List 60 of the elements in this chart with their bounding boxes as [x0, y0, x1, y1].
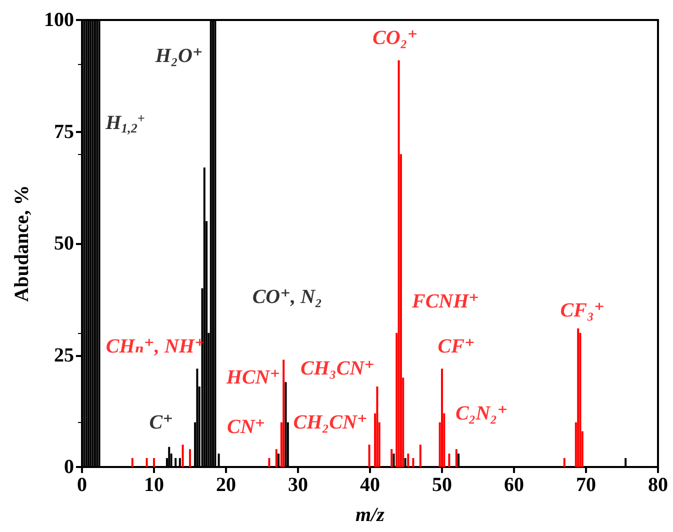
bar [278, 454, 280, 467]
x-tick-label: 40 [360, 474, 380, 496]
x-tick-label: 50 [432, 474, 452, 496]
x-tick-label: 20 [216, 474, 236, 496]
bar [218, 454, 220, 467]
bar [407, 454, 410, 467]
bar [455, 449, 458, 467]
bar [398, 60, 400, 467]
annotation: C₂N₂⁺ [455, 402, 508, 424]
bar [178, 458, 181, 467]
bar [458, 454, 460, 467]
annotation: H₂O⁺ [154, 44, 203, 67]
x-axis-title: m/z [356, 504, 385, 526]
bar [563, 458, 566, 467]
bar [284, 382, 287, 467]
bar [168, 446, 170, 467]
bar [579, 332, 582, 467]
bar [368, 444, 370, 467]
bar [203, 168, 206, 467]
x-tick-label: 10 [144, 474, 164, 496]
annotation: C⁺ [149, 411, 174, 434]
x-tick-label: 30 [288, 474, 308, 496]
y-tick-label: 0 [64, 456, 74, 478]
bar [441, 368, 443, 467]
annotation: CO⁺, N₂ [252, 286, 322, 308]
annotation: CF⁺ [438, 335, 476, 358]
bar [577, 328, 580, 467]
bar [419, 444, 422, 467]
bar [412, 458, 414, 467]
y-axis-title: Abudance, % [11, 185, 33, 302]
x-tick-label: 70 [576, 474, 596, 496]
bar [376, 386, 378, 467]
y-tick-label: 25 [54, 344, 74, 366]
annotation: CH₂CN⁺ [293, 411, 368, 434]
bar [196, 368, 198, 467]
y-tick-label: 100 [44, 9, 74, 31]
y-tick-label: 75 [54, 120, 74, 143]
bar [404, 458, 406, 467]
bar [182, 444, 184, 467]
bar [624, 458, 627, 467]
bar [275, 449, 278, 467]
annotation: CF₃⁺ [560, 300, 605, 322]
bar [390, 449, 393, 467]
bar [131, 458, 134, 467]
bar [282, 360, 285, 467]
y-tick-label: 50 [54, 232, 74, 254]
bar [268, 458, 270, 467]
x-tick-label: 80 [648, 474, 668, 496]
bar [448, 454, 450, 467]
annotation: CO₂⁺ [372, 26, 418, 49]
annotation: HCN⁺ [225, 366, 280, 389]
bar [189, 449, 191, 467]
bar [153, 458, 155, 467]
bar [146, 458, 148, 467]
annotation: CN⁺ [226, 416, 266, 438]
x-tick-label: 60 [504, 474, 524, 496]
annotation: CH₃CN⁺ [300, 358, 375, 380]
bar [174, 458, 177, 467]
annotation: FCNH⁺ [410, 290, 480, 313]
bar [392, 454, 395, 467]
